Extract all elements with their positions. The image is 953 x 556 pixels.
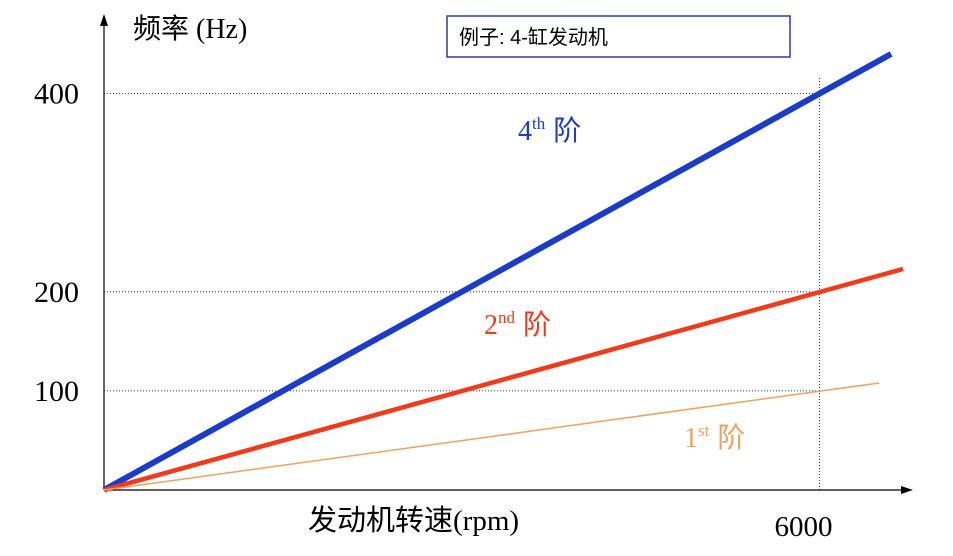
series-label: 1st 阶	[684, 421, 745, 454]
axes	[100, 14, 913, 494]
y-tick-label: 400	[34, 78, 79, 111]
x-axis-arrow-icon	[901, 486, 913, 494]
series-lines	[102, 51, 904, 493]
y-axis-title: 频率 (Hz)	[133, 13, 247, 45]
legend-box-text: 例子: 4-缸发动机	[459, 26, 608, 49]
y-axis-arrow-icon	[100, 14, 108, 26]
series-labels: 4th 阶 2nd 阶 1st 阶	[484, 114, 745, 454]
legend-box-frame	[446, 15, 791, 58]
series-line	[103, 266, 904, 493]
y-tick-labels: 100 200 400	[34, 78, 79, 408]
series-line	[102, 51, 893, 493]
x-tick-labels: 6000	[775, 511, 833, 543]
y-tick-label: 100	[34, 375, 79, 408]
x-tick-label: 6000	[775, 511, 833, 543]
series-label: 2nd 阶	[484, 308, 551, 341]
legend-box: 例子: 4-缸发动机	[446, 15, 791, 58]
series-label: 4th 阶	[518, 114, 581, 147]
series-line	[103, 382, 880, 491]
x-axis-title: 发动机转速(rpm)	[308, 504, 519, 537]
y-tick-label: 200	[34, 276, 79, 309]
